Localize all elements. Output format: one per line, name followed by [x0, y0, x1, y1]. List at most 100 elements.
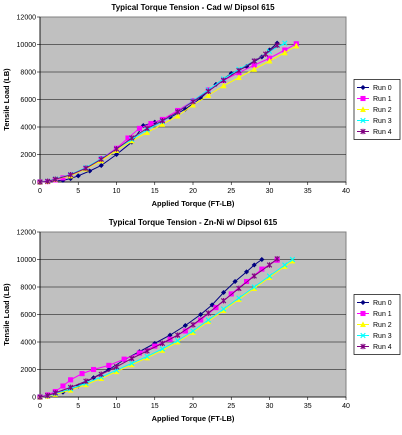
- series-4: [37, 256, 280, 400]
- data-point: [220, 82, 227, 89]
- legend-label: Run 4: [373, 344, 392, 351]
- data-point: [220, 77, 227, 84]
- y-tick-label: 12000: [17, 15, 37, 22]
- x-tick-label: 20: [189, 403, 197, 410]
- data-point: [266, 273, 273, 279]
- data-point: [209, 302, 215, 308]
- y-tick-label: 2000: [20, 152, 36, 159]
- x-tick-label: 15: [151, 403, 159, 410]
- y-tick-label: 10000: [17, 42, 37, 49]
- data-point: [251, 273, 257, 279]
- data-point: [189, 101, 197, 108]
- legend-entry: Run 2: [357, 106, 392, 114]
- data-point: [236, 295, 242, 301]
- data-point: [44, 178, 51, 185]
- x-tick-label: 30: [266, 188, 274, 195]
- data-point: [220, 306, 227, 312]
- data-point: [220, 297, 227, 304]
- x-tick-label: 30: [266, 403, 274, 410]
- legend-label: Run 1: [373, 96, 392, 103]
- legend-label: Run 3: [373, 118, 392, 125]
- data-point: [68, 377, 74, 383]
- data-point: [174, 112, 181, 119]
- data-point: [144, 353, 150, 360]
- data-point: [37, 179, 43, 185]
- legend-marker: [360, 332, 366, 339]
- data-point: [289, 256, 296, 263]
- data-point: [44, 392, 51, 399]
- x-tick-label: 25: [227, 403, 235, 410]
- data-point: [251, 284, 257, 290]
- y-tick-label: 4000: [20, 125, 36, 132]
- data-point: [159, 121, 166, 127]
- data-point: [79, 371, 85, 377]
- data-point: [266, 57, 273, 64]
- data-point: [175, 109, 181, 115]
- data-point: [251, 66, 258, 72]
- data-point: [262, 51, 269, 57]
- data-point: [144, 125, 150, 132]
- y-tick-label: 0: [32, 395, 36, 402]
- legend-marker: [360, 117, 366, 124]
- data-point: [281, 49, 288, 56]
- legend-entry: Run 0: [357, 84, 392, 92]
- data-point: [129, 135, 135, 141]
- data-point: [121, 356, 127, 362]
- data-point: [136, 350, 142, 356]
- data-point: [159, 118, 166, 124]
- legend-marker: [359, 321, 367, 328]
- legend-label: Run 1: [373, 311, 392, 318]
- data-point: [251, 262, 257, 268]
- y-tick-label: 8000: [20, 285, 36, 292]
- data-point: [190, 98, 196, 105]
- x-tick-label: 5: [76, 403, 80, 410]
- legend-label: Run 2: [373, 322, 392, 329]
- legend-entry: Run 4: [357, 343, 392, 351]
- legend-entry: Run 4: [357, 128, 392, 136]
- data-point: [282, 40, 288, 46]
- data-point: [113, 146, 120, 152]
- data-point: [205, 92, 212, 98]
- x-tick-label: 35: [304, 188, 312, 195]
- data-point: [75, 173, 81, 179]
- x-tick-label: 25: [227, 188, 235, 195]
- legend-label: Run 4: [373, 129, 392, 136]
- legend-label: Run 0: [373, 85, 392, 92]
- legend: Run 0 Run 1 Run 2 Run 3 Run 4: [353, 294, 401, 355]
- legend-entry: Run 1: [357, 310, 392, 318]
- y-tick-label: 0: [32, 180, 36, 187]
- data-point: [274, 256, 280, 262]
- x-axis-label: Applied Torque (FT-LB): [152, 199, 235, 208]
- x-tick-label: 15: [151, 188, 159, 195]
- data-point: [98, 371, 104, 378]
- data-point: [129, 360, 135, 367]
- x-tick-label: 0: [38, 188, 42, 195]
- data-point: [232, 278, 238, 285]
- x-tick-label: 10: [113, 403, 121, 410]
- data-point: [129, 355, 135, 362]
- chart-title: Typical Torque Tension - Zn-Ni w/ Dipsol…: [109, 218, 278, 227]
- legend-marker: [360, 310, 366, 317]
- x-tick-label: 35: [304, 403, 312, 410]
- data-point: [236, 67, 242, 74]
- series-line: [39, 258, 278, 398]
- series-4: [37, 42, 280, 185]
- legend-label: Run 0: [373, 300, 392, 307]
- chart-title: Typical Torque Tension - Cad w/ Dipsol 6…: [111, 3, 275, 12]
- x-tick-label: 5: [76, 188, 80, 195]
- y-tick-label: 8000: [20, 70, 36, 77]
- data-point: [91, 366, 97, 373]
- legend-label: Run 3: [373, 333, 392, 340]
- data-point: [236, 285, 242, 292]
- y-tick-label: 6000: [20, 97, 36, 104]
- data-point: [190, 328, 196, 334]
- y-tick-label: 10000: [17, 257, 37, 264]
- data-point: [205, 317, 211, 323]
- legend-marker: [360, 95, 366, 102]
- x-tick-label: 20: [189, 188, 197, 195]
- x-tick-label: 0: [38, 403, 42, 410]
- series-line: [39, 44, 278, 183]
- x-tick-label: 40: [342, 188, 350, 195]
